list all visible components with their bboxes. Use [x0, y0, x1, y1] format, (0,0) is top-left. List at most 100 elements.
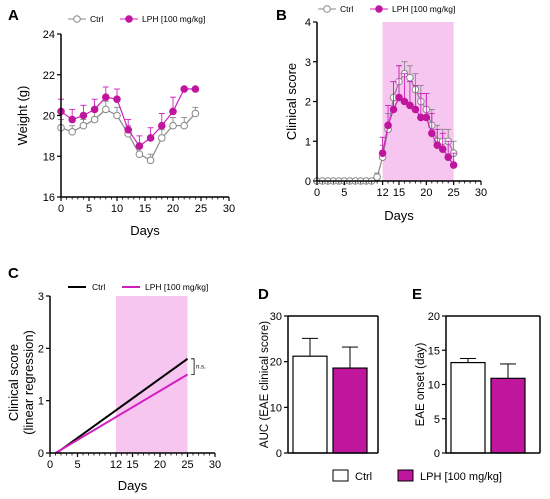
panel-b-ctrl-data-point	[373, 173, 381, 181]
bottom-legend-lph-swatch	[397, 469, 414, 482]
panel-b-lph-data-point	[444, 153, 453, 161]
panel-d-ytick-label: 30	[270, 311, 282, 323]
panel-label-C: C	[8, 265, 19, 282]
panel-a-ctrl-data-point	[158, 134, 166, 142]
panel-a-ytick-label: 22	[43, 70, 55, 82]
panel-b-ytick-label: 2	[305, 97, 311, 109]
bottom-legend-ctrl-label: Ctrl	[355, 471, 372, 483]
panel-a-lph-data-point	[191, 85, 200, 93]
panel-b-ctrl-data-point	[406, 73, 414, 82]
panel-c-x-axis-title: Days	[118, 478, 148, 493]
panel-c-lph-regression-line	[54, 373, 189, 454]
panel-d-ytick-label: 0	[276, 448, 282, 460]
bottom-legend-lph-label: LPH [100 mg/kg]	[420, 471, 502, 483]
panel-a-ytick-label: 18	[43, 151, 55, 163]
panel-a-lph-data-point	[180, 85, 188, 93]
panel-c-ytick-label: 3	[38, 291, 44, 303]
panel-c-ytick-label: 1	[38, 396, 44, 408]
panel-c-significance-label: n.s.	[196, 365, 206, 371]
panel-b-lph-data-point	[449, 161, 458, 169]
panel-label-D: D	[258, 286, 269, 303]
panel-a-ytick-label: 24	[43, 29, 55, 41]
panel-b-xtick-label: 20	[420, 187, 432, 199]
panel-e-y-axis-title: EAE onset (day)	[415, 342, 427, 426]
panel-b-lph-data-point	[384, 121, 392, 130]
panel-b-lph-data-point	[422, 113, 431, 122]
panel-a-ytick-label: 20	[43, 111, 55, 123]
panel-a-xtick-label: 20	[167, 203, 179, 215]
panel-c-xtick-label: 12	[110, 459, 122, 471]
panel-b-legend-ctrl-marker	[323, 5, 331, 13]
panel-b-xtick-label: 12	[376, 187, 388, 199]
panel-a-xtick-label: 10	[111, 203, 123, 215]
panel-e-ytick-label: 0	[434, 448, 440, 460]
panel-b-lph-data-point	[378, 149, 387, 157]
panel-b-legend-lph-marker	[375, 5, 383, 13]
panel-d-lph-bar	[332, 367, 368, 454]
panel-d-y-axis-title: AUC (EAE clinical score)	[259, 321, 271, 448]
panel-b-xtick-label: 25	[448, 187, 460, 199]
panel-a-ctrl-data-point	[102, 105, 110, 114]
panel-c-xtick-label: 30	[209, 459, 221, 471]
panel-b-lph-data-point	[389, 105, 398, 114]
panel-b-ytick-label: 1	[305, 136, 311, 148]
panel-a-ctrl-data-point	[191, 109, 200, 118]
panel-a-legend-ctrl-label: Ctrl	[90, 14, 103, 24]
bottom-legend-ctrl-swatch	[332, 469, 349, 482]
panel-e-ytick-label: 10	[428, 380, 440, 392]
panel-label-B: B	[276, 7, 287, 24]
panel-d-ctrl-bar	[292, 355, 328, 454]
panel-c-highlight-region	[116, 296, 188, 453]
panel-b-xtick-label: 15	[393, 187, 405, 199]
panel-b-xtick-label: 0	[314, 187, 320, 199]
panel-a-ctrl-data-point	[113, 111, 121, 120]
panel-c-y-axis-title-line1: Clinical score	[6, 344, 21, 421]
panel-d-ytick-label: 20	[270, 357, 282, 369]
panel-a-ytick-label: 16	[43, 192, 55, 204]
panel-a-lph-data-point	[124, 125, 132, 134]
panel-a-legend-lph-marker	[125, 15, 133, 23]
panel-c-ctrl-regression-line	[56, 357, 189, 454]
panel-a-lph-data-point	[169, 107, 177, 116]
panel-b-lph-data-point	[438, 145, 447, 153]
panel-a-xtick-label: 5	[86, 203, 92, 215]
panel-e-ytick-label: 15	[428, 345, 440, 357]
panel-a-lph-data-point	[90, 105, 99, 114]
panel-b-lph-data-point	[406, 101, 414, 110]
panel-b-lph-data-point	[400, 97, 409, 106]
panel-label-A: A	[8, 7, 19, 24]
panel-c-xtick-label: 0	[47, 459, 53, 471]
panel-a-ctrl-data-point	[146, 156, 155, 165]
panel-e-ytick-label: 20	[428, 311, 440, 323]
panel-a-lph-data-point	[79, 111, 88, 120]
panel-a-xtick-label: 30	[223, 203, 235, 215]
panel-a-ctrl-data-point	[90, 115, 99, 124]
panel-b-lph-data-point	[395, 93, 403, 102]
panel-b-legend-ctrl-label: Ctrl	[340, 4, 353, 14]
panel-b-x-axis-title: Days	[384, 208, 414, 223]
panel-b-ytick-label: 0	[305, 176, 311, 188]
panel-b-xtick-label: 5	[341, 187, 347, 199]
panel-b-ytick-label: 4	[305, 17, 311, 29]
panel-e-lph-bar	[490, 377, 526, 454]
panel-c-xtick-label: 15	[126, 459, 138, 471]
panel-a-ctrl-data-point	[180, 121, 188, 130]
panel-b-y-axis-title: Clinical score	[284, 63, 299, 140]
panel-a-xtick-label: 15	[139, 203, 151, 215]
panel-a-xtick-label: 0	[58, 203, 64, 215]
panel-c-xtick-label: 5	[74, 459, 80, 471]
panel-a-lph-data-point	[113, 95, 121, 103]
panel-e-ctrl-bar	[450, 361, 486, 454]
panel-a-lph-data-point	[135, 142, 144, 150]
panel-label-E: E	[412, 286, 422, 303]
panel-c-ytick-label: 2	[38, 343, 44, 355]
panel-a-lph-data-point	[102, 93, 110, 101]
panel-e-ytick-label: 5	[434, 414, 440, 426]
panel-a-x-axis-title: Days	[130, 223, 160, 238]
panel-c-legend-ctrl-label: Ctrl	[92, 282, 105, 292]
panel-a-lph-data-point	[158, 121, 166, 130]
panel-a-ctrl-data-point	[68, 128, 76, 136]
panel-a-ctrl-data-point	[135, 150, 144, 159]
panel-a-legend-lph-label: LPH [100 mg/kg]	[142, 14, 205, 24]
